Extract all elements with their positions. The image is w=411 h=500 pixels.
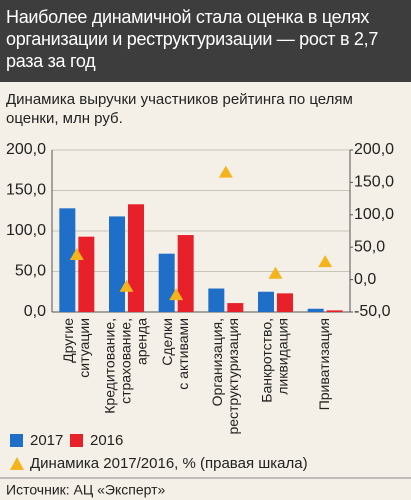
y-tick-label: 200,0	[6, 141, 46, 158]
bar	[59, 208, 76, 312]
triangle-marker	[69, 247, 84, 260]
triangle-marker	[268, 266, 283, 279]
legend-label: 2016	[90, 432, 123, 449]
y2-tick-label: 0,0	[354, 271, 376, 288]
triangle-marker	[318, 255, 333, 268]
legend-swatch	[10, 434, 23, 447]
x-tick-label: Банкротство,ликвидация	[258, 318, 290, 403]
y-tick-label: 50,0	[15, 263, 46, 280]
bar	[158, 253, 175, 312]
bar	[208, 288, 225, 312]
bar	[177, 235, 194, 312]
y-tick-label: 100,0	[6, 222, 46, 239]
legend-marker	[10, 457, 24, 470]
triangle-marker	[218, 165, 233, 178]
bar	[128, 204, 144, 312]
y2-tick-label: -50,0	[354, 303, 391, 320]
bar	[227, 303, 244, 312]
title: Наиболее динамичной стала оценка в целях…	[0, 0, 411, 82]
x-tick-label: Кредитование,страхование,аренда	[101, 318, 149, 414]
y-tick-label: 0,0	[24, 303, 46, 320]
bar	[78, 236, 95, 312]
legend-label: Динамика 2017/2016, % (правая шкала)	[30, 455, 308, 472]
triangle-marker	[169, 288, 184, 301]
x-tick-label: Сделкис активами	[159, 318, 191, 390]
y2-tick-label: 150,0	[354, 174, 394, 191]
y2-tick-label: 200,0	[354, 141, 394, 158]
y-tick-label: 150,0	[6, 182, 46, 199]
bar	[109, 216, 125, 312]
y2-tick-label: 100,0	[354, 206, 394, 223]
x-tick-label: Приватизация	[316, 318, 332, 410]
x-tick-label: Другиеситуации	[60, 318, 92, 378]
source: Источник: АЦ «Эксперт»	[6, 482, 166, 498]
bar	[277, 293, 293, 312]
triangle-marker	[119, 279, 134, 292]
x-tick-label: Организация,реструктуризация	[209, 318, 241, 435]
subtitle: Динамика выручки участников рейтинга по …	[6, 91, 353, 127]
bar	[307, 308, 324, 312]
legend-label: 2017	[30, 432, 63, 449]
bar	[326, 310, 343, 312]
y2-tick-label: 50,0	[354, 238, 385, 255]
legend-swatch	[70, 434, 83, 447]
bar	[258, 291, 274, 312]
